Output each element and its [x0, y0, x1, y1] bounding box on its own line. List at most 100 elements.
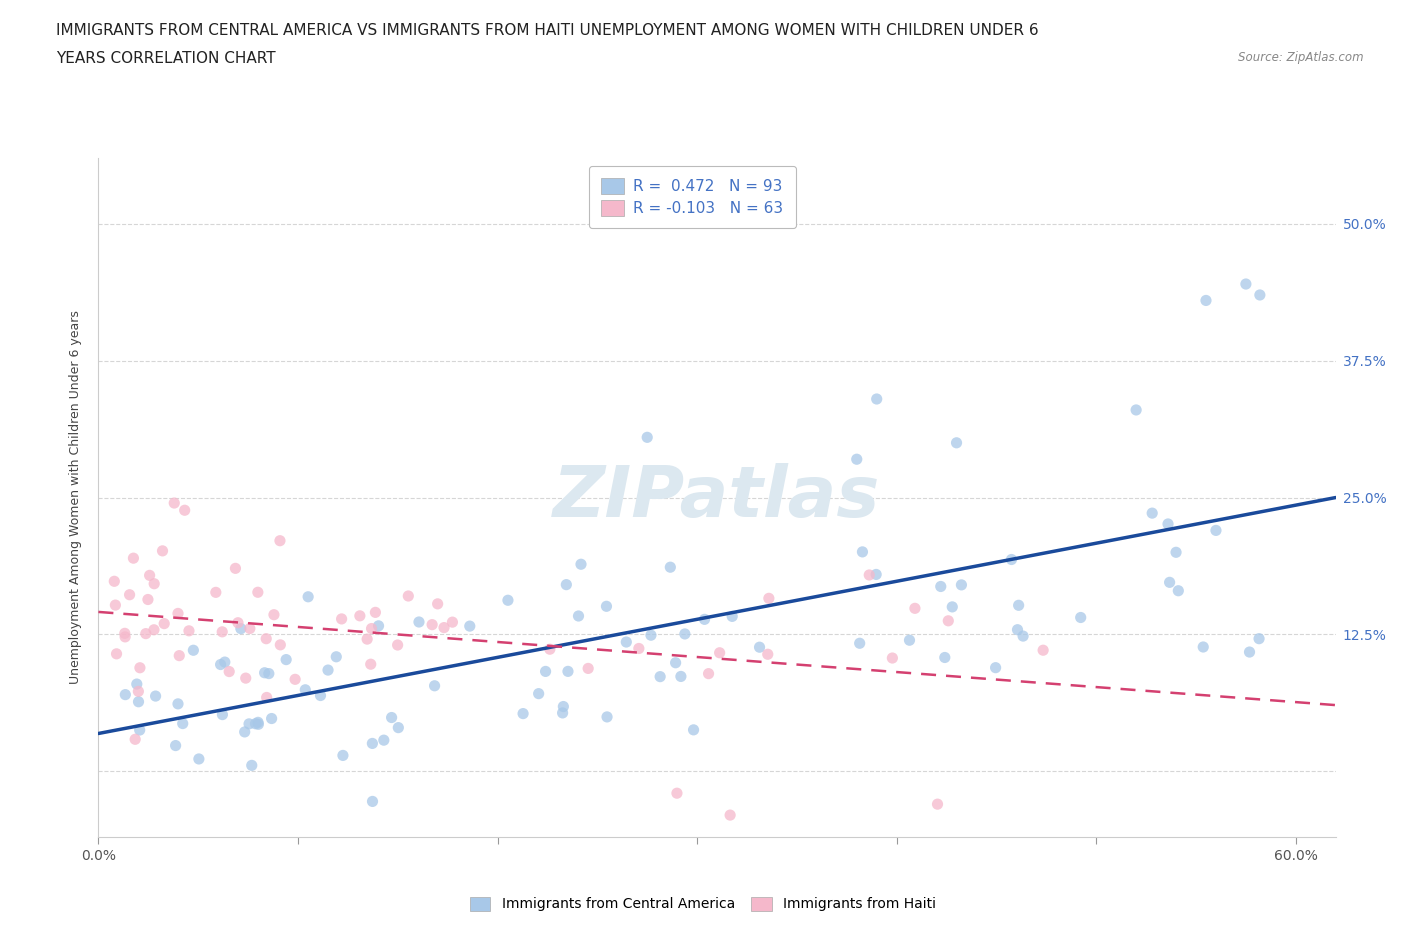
Point [1157, 516, 1180, 531]
Point [254, 631, 277, 646]
Point [458, 618, 481, 633]
Point [284, 671, 307, 686]
Point [103, 574, 125, 589]
Point [356, 631, 378, 646]
Point [276, 652, 298, 667]
Point [551, 706, 574, 721]
Point [1249, 287, 1271, 302]
Point [614, 634, 637, 649]
Text: YEARS CORRELATION CHART: YEARS CORRELATION CHART [56, 51, 276, 66]
Point [114, 687, 136, 702]
Point [187, 751, 209, 766]
Point [538, 642, 561, 657]
Text: ZIPatlas: ZIPatlas [554, 463, 880, 532]
Point [567, 608, 589, 623]
Point [697, 666, 720, 681]
Point [165, 738, 187, 753]
Point [927, 797, 949, 812]
Point [122, 551, 145, 565]
Point [557, 664, 579, 679]
Point [125, 677, 148, 692]
Point [718, 807, 741, 822]
Point [172, 716, 194, 731]
Point [229, 621, 252, 636]
Point [1007, 622, 1029, 637]
Point [527, 686, 550, 701]
Point [129, 660, 152, 675]
Point [1164, 545, 1187, 560]
Point [496, 592, 519, 607]
Point [576, 661, 599, 676]
Point [238, 716, 260, 731]
Point [309, 688, 332, 703]
Point [247, 715, 270, 730]
Point [361, 736, 384, 751]
Point [665, 656, 688, 671]
Point [569, 557, 592, 572]
Point [167, 606, 190, 621]
Point [114, 626, 136, 641]
Point [596, 710, 619, 724]
Point [627, 641, 650, 656]
Point [143, 622, 166, 637]
Point [555, 578, 578, 592]
Point [904, 601, 927, 616]
Point [245, 716, 267, 731]
Point [135, 626, 157, 641]
Point [1239, 644, 1261, 659]
Point [387, 638, 409, 653]
Point [756, 647, 779, 662]
Point [330, 612, 353, 627]
Point [936, 614, 959, 629]
Point [253, 665, 276, 680]
Point [650, 670, 672, 684]
Point [898, 632, 921, 647]
Point [373, 733, 395, 748]
Point [420, 618, 443, 632]
Point [316, 663, 339, 678]
Point [143, 577, 166, 591]
Point [934, 650, 956, 665]
Point [848, 636, 870, 651]
Point [124, 732, 146, 747]
Point [941, 600, 963, 615]
Point [845, 452, 868, 467]
Point [1007, 598, 1029, 613]
Point [721, 609, 744, 624]
Point [858, 567, 880, 582]
Point [233, 724, 256, 739]
Point [534, 664, 557, 679]
Point [105, 646, 128, 661]
Point [682, 723, 704, 737]
Point [381, 711, 404, 725]
Point [247, 717, 270, 732]
Point [1070, 610, 1092, 625]
Point [640, 628, 662, 643]
Point [882, 651, 904, 666]
Point [218, 664, 240, 679]
Point [367, 618, 389, 633]
Point [426, 596, 449, 611]
Point [665, 786, 688, 801]
Point [360, 621, 382, 636]
Point [246, 585, 269, 600]
Point [387, 720, 409, 735]
Point [1195, 293, 1218, 308]
Point [1140, 506, 1163, 521]
Point [136, 592, 159, 607]
Point [153, 617, 176, 631]
Point [256, 690, 278, 705]
Point [260, 711, 283, 726]
Point [224, 561, 246, 576]
Point [269, 533, 291, 548]
Point [945, 435, 967, 450]
Point [1205, 523, 1227, 538]
Point [128, 695, 150, 710]
Point [423, 678, 446, 693]
Point [211, 707, 233, 722]
Point [173, 503, 195, 518]
Legend: R =  0.472   N = 93, R = -0.103   N = 63: R = 0.472 N = 93, R = -0.103 N = 63 [589, 166, 796, 228]
Point [1032, 643, 1054, 658]
Point [183, 643, 205, 658]
Point [294, 683, 316, 698]
